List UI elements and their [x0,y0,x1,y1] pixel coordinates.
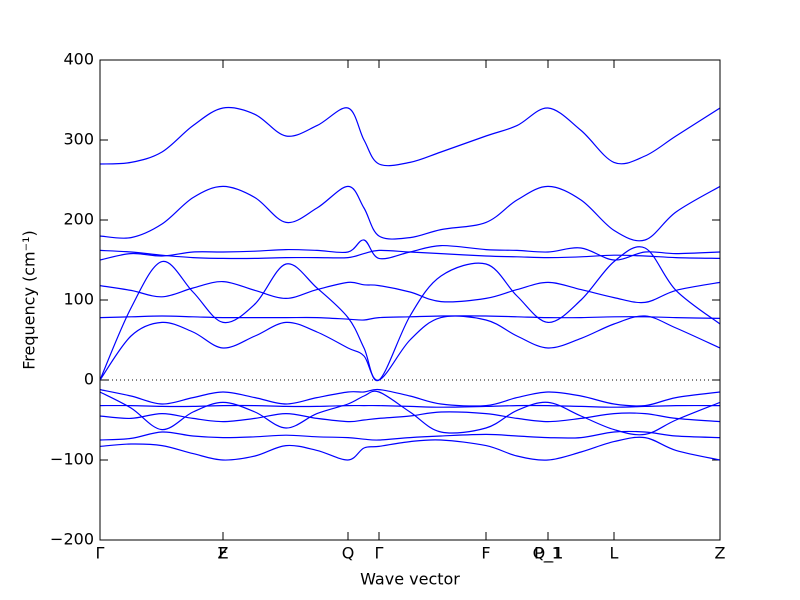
x-tick-label: Q [342,544,355,563]
band-line [100,106,720,167]
band-line [100,315,720,381]
y-tick-label: −100 [50,450,94,469]
band-line [100,315,720,321]
x-axis-label: Wave vector [360,570,460,589]
band-line [100,280,720,304]
x-tick-label: L [610,544,619,563]
x-tick-label: F [218,544,227,563]
band-line [100,388,720,407]
band-line [100,239,720,261]
band-line [100,249,720,260]
x-tick-label: P_1 [534,544,562,564]
band-line [100,390,720,436]
band-line [100,411,720,423]
y-tick-label: 300 [63,130,94,149]
x-tick-label: Z [218,544,229,563]
plot-frame [99,59,721,541]
x-tick-label: F [481,544,490,563]
band-line [100,436,720,461]
y-tick-label: 200 [63,210,94,229]
x-tick-label: Γ [375,544,384,563]
x-tick-label: Γ [96,544,105,563]
x-tick-label: Q_1 [533,544,564,564]
x-tick-label: Z [715,544,726,563]
y-tick-label: 100 [63,290,94,309]
y-tick-label: 0 [84,370,94,389]
band-line [100,430,720,441]
y-tick-label: −200 [50,530,94,549]
band-line [100,404,720,408]
band-line [100,185,720,242]
y-axis-label: Frequency (cm⁻¹) [20,230,39,369]
y-tick-label: 400 [63,50,94,69]
